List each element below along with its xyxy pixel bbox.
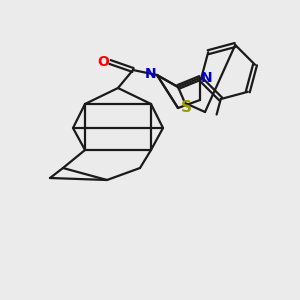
Text: N: N <box>201 71 213 85</box>
Text: O: O <box>97 55 109 69</box>
Text: S: S <box>181 100 191 116</box>
Text: N: N <box>145 67 157 81</box>
